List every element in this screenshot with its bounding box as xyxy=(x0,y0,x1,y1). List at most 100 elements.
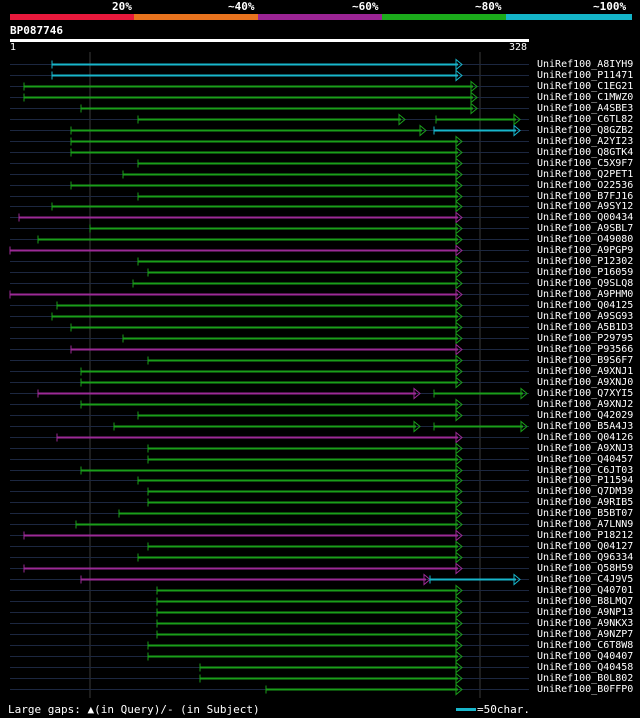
hit-label[interactable]: UniRef100_Q58H59 xyxy=(537,563,634,574)
hit-label[interactable]: UniRef100_Q8GTK4 xyxy=(537,147,634,158)
hit-label[interactable]: UniRef100_B7FJ16 xyxy=(537,191,634,202)
hit-label[interactable]: UniRef100_C1MWZ0 xyxy=(537,92,634,103)
hit-label[interactable]: UniRef100_Q7XYI5 xyxy=(537,388,634,399)
hit-label[interactable]: UniRef100_Q2PET1 xyxy=(537,169,634,180)
hit-label[interactable]: UniRef100_Q96334 xyxy=(537,552,634,563)
hit-label[interactable]: UniRef100_C6T8W8 xyxy=(537,640,634,651)
hit-label[interactable]: UniRef100_C4J9V5 xyxy=(537,574,634,585)
hit-label[interactable]: UniRef100_A9NZP7 xyxy=(537,629,634,640)
hit-label[interactable]: UniRef100_P93566 xyxy=(537,344,634,355)
hit-label[interactable]: UniRef100_B8LMQ7 xyxy=(537,596,634,607)
hit-label[interactable]: UniRef100_B9S6F7 xyxy=(537,355,634,366)
hit-end-arrow xyxy=(455,299,463,312)
hit-end-arrow xyxy=(455,332,463,345)
hit-label[interactable]: UniRef100_Q04127 xyxy=(537,541,634,552)
hit-label[interactable]: UniRef100_P16059 xyxy=(537,267,634,278)
hit-end-arrow xyxy=(455,376,463,389)
hit-end-arrow xyxy=(470,91,478,104)
hit-label[interactable]: UniRef100_B5BT07 xyxy=(537,508,634,519)
hit-end-arrow xyxy=(455,639,463,652)
hit-label[interactable]: UniRef100_B0FFP0 xyxy=(537,684,634,695)
hit-end-arrow xyxy=(413,420,421,433)
hit-label[interactable]: UniRef100_A9RIB5 xyxy=(537,497,634,508)
hit-label[interactable]: UniRef100_Q9SLQ8 xyxy=(537,278,634,289)
hit-label[interactable]: UniRef100_A9XNJ1 xyxy=(537,366,634,377)
hit-end-arrow xyxy=(455,398,463,411)
hit-end-arrow xyxy=(455,409,463,422)
hit-label[interactable]: UniRef100_A9XNJ3 xyxy=(537,443,634,454)
large-gaps-legend: Large gaps: ▲(in Query)/- (in Subject) xyxy=(8,703,260,716)
hit-label[interactable]: UniRef100_C1EG21 xyxy=(537,81,634,92)
hit-label[interactable]: UniRef100_A9SBL7 xyxy=(537,223,634,234)
hit-end-arrow xyxy=(513,124,521,137)
hit-end-arrow xyxy=(455,628,463,641)
tick-label-80: ~80% xyxy=(475,0,502,13)
hit-label[interactable]: UniRef100_A9PHM0 xyxy=(537,289,634,300)
hit-end-arrow xyxy=(455,518,463,531)
hit-end-arrow xyxy=(455,146,463,159)
hit-label[interactable]: UniRef100_A5B1D3 xyxy=(537,322,634,333)
scale-swatch xyxy=(456,708,476,711)
hit-label[interactable]: UniRef100_Q42029 xyxy=(537,410,634,421)
scale-label: =50char. xyxy=(477,703,530,716)
hit-end-arrow xyxy=(513,573,521,586)
hit-end-arrow xyxy=(455,650,463,663)
hit-label[interactable]: UniRef100_Q00434 xyxy=(537,212,634,223)
hit-label[interactable]: UniRef100_A9SG93 xyxy=(537,311,634,322)
hit-end-arrow xyxy=(455,529,463,542)
hit-label[interactable]: UniRef100_C6JT03 xyxy=(537,465,634,476)
hit-label[interactable]: UniRef100_Q04125 xyxy=(537,300,634,311)
hit-label[interactable]: UniRef100_A9PGP9 xyxy=(537,245,634,256)
hit-label[interactable]: UniRef100_O22536 xyxy=(537,180,634,191)
hit-end-arrow xyxy=(455,179,463,192)
hit-label[interactable]: UniRef100_P11471 xyxy=(537,70,634,81)
tick-label-60: ~60% xyxy=(352,0,379,13)
hit-label[interactable]: UniRef100_Q40457 xyxy=(537,454,634,465)
hit-label[interactable]: UniRef100_Q40407 xyxy=(537,651,634,662)
hit-end-arrow xyxy=(455,58,463,71)
hit-end-arrow xyxy=(455,595,463,608)
hit-end-arrow xyxy=(455,474,463,487)
query-name: BP087746 xyxy=(10,24,63,37)
hit-label[interactable]: UniRef100_A9XNJ0 xyxy=(537,377,634,388)
hit-label[interactable]: UniRef100_A8IYH9 xyxy=(537,59,634,70)
hit-label[interactable]: UniRef100_O49080 xyxy=(537,234,634,245)
hit-label[interactable]: UniRef100_A9SY12 xyxy=(537,201,634,212)
hit-end-arrow xyxy=(455,496,463,509)
hit-end-arrow xyxy=(455,431,463,444)
hit-label[interactable]: UniRef100_C6TL82 xyxy=(537,114,634,125)
hit-end-arrow xyxy=(455,255,463,268)
hit-label[interactable]: UniRef100_P12302 xyxy=(537,256,634,267)
hit-label[interactable]: UniRef100_A2YI23 xyxy=(537,136,634,147)
hit-label[interactable]: UniRef100_P18212 xyxy=(537,530,634,541)
hit-label[interactable]: UniRef100_A9XNJ2 xyxy=(537,399,634,410)
ruler-end: 328 xyxy=(509,42,528,53)
hit-end-arrow xyxy=(455,277,463,290)
hit-end-arrow xyxy=(455,244,463,257)
hit-end-arrow xyxy=(455,135,463,148)
hit-label[interactable]: UniRef100_P29795 xyxy=(537,333,634,344)
hit-label[interactable]: UniRef100_Q8GZB2 xyxy=(537,125,634,136)
scale-segment-80 xyxy=(382,14,506,20)
hit-label[interactable]: UniRef100_A4SBE3 xyxy=(537,103,634,114)
hit-label[interactable]: UniRef100_Q7DM39 xyxy=(537,486,634,497)
hit-label[interactable]: UniRef100_B5A4J3 xyxy=(537,421,634,432)
hit-label[interactable]: UniRef100_A9NP13 xyxy=(537,607,634,618)
hit-label[interactable]: UniRef100_Q40701 xyxy=(537,585,634,596)
hit-label[interactable]: UniRef100_B0L802 xyxy=(537,673,634,684)
hit-label[interactable]: UniRef100_A7LNN9 xyxy=(537,519,634,530)
hit-end-arrow xyxy=(455,453,463,466)
hit-label[interactable]: UniRef100_Q04126 xyxy=(537,432,634,443)
hit-label[interactable]: UniRef100_C5X9F7 xyxy=(537,158,634,169)
hit-label[interactable]: UniRef100_A9NKX3 xyxy=(537,618,634,629)
hit-end-arrow xyxy=(455,442,463,455)
hit-end-arrow xyxy=(455,222,463,235)
hit-end-arrow xyxy=(455,606,463,619)
hit-end-arrow xyxy=(398,113,406,126)
hit-end-arrow xyxy=(455,190,463,203)
hit-label[interactable]: UniRef100_Q40458 xyxy=(537,662,634,673)
hit-label[interactable]: UniRef100_P11594 xyxy=(537,475,634,486)
ruler-start: 1 xyxy=(10,42,17,53)
